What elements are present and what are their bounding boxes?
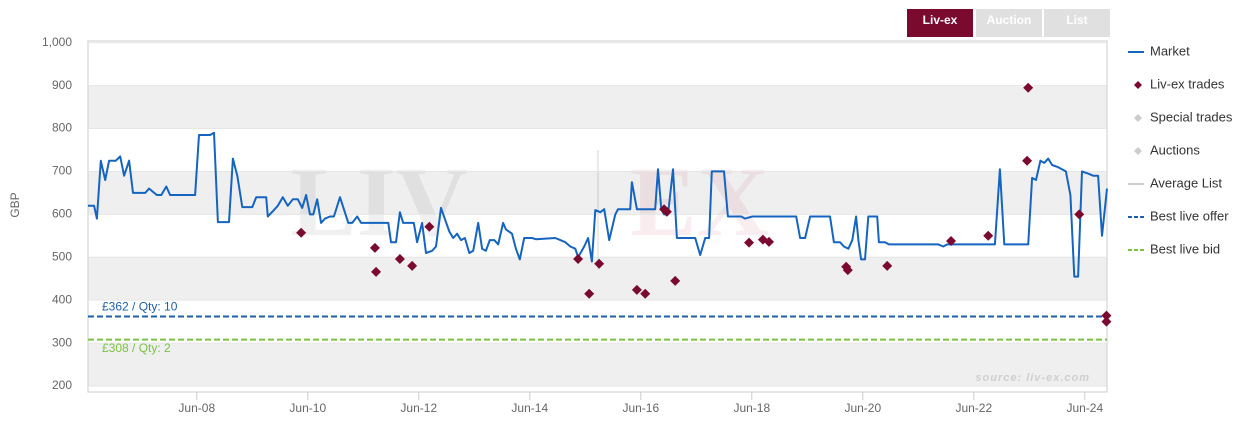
y-axis-label: GBP xyxy=(8,192,22,217)
legend-label: Market xyxy=(1150,43,1190,58)
trade-marker xyxy=(631,284,642,295)
legend-symbol xyxy=(1134,147,1142,155)
trade-marker xyxy=(640,288,651,299)
legend-item[interactable]: Best live offer xyxy=(1128,208,1229,223)
tab-button-label: Liv-ex xyxy=(923,13,958,27)
legend-item[interactable]: Average List xyxy=(1128,175,1222,190)
tab-button-bg xyxy=(1044,9,1110,37)
trade-marker xyxy=(407,260,418,271)
trade-marker xyxy=(1022,155,1033,166)
plot-band xyxy=(88,171,1107,215)
tab-button-label: Auction xyxy=(987,13,1032,27)
y-tick-label: 600 xyxy=(52,207,72,221)
legend-symbol xyxy=(1134,81,1142,89)
trade-marker xyxy=(573,253,584,264)
x-tick-label: Jun-22 xyxy=(955,401,992,415)
legend-label: Liv-ex trades xyxy=(1150,76,1225,91)
x-tick-label: Jun-12 xyxy=(400,401,437,415)
x-tick-label: Jun-24 xyxy=(1066,401,1103,415)
legend-label: Best live bid xyxy=(1150,241,1220,256)
y-tick-label: 800 xyxy=(52,121,72,135)
legend-label: Average List xyxy=(1150,175,1222,190)
plot-band xyxy=(88,85,1107,129)
y-tick-label: 500 xyxy=(52,249,72,263)
watermark: EX xyxy=(630,146,769,257)
trade-marker xyxy=(394,253,405,264)
trade-marker xyxy=(369,242,380,253)
y-tick-label: 300 xyxy=(52,335,72,349)
trade-marker xyxy=(1101,316,1112,327)
x-tick-label: Jun-10 xyxy=(289,401,326,415)
x-tick-label: Jun-14 xyxy=(511,401,548,415)
plot-band xyxy=(88,343,1107,386)
trade-marker xyxy=(1101,310,1112,321)
trade-marker xyxy=(296,227,307,238)
watermark: LIV xyxy=(290,146,468,257)
trade-marker xyxy=(670,275,681,286)
trade-marker xyxy=(584,288,595,299)
source-note: source: liv-ex.com xyxy=(975,372,1090,384)
y-tick-label: 700 xyxy=(52,164,72,178)
x-tick-label: Jun-16 xyxy=(622,401,659,415)
y-tick-label: 900 xyxy=(52,78,72,92)
trade-marker xyxy=(882,260,893,271)
legend-symbol xyxy=(1134,114,1142,122)
market-line xyxy=(88,131,1108,278)
trade-marker xyxy=(594,258,605,269)
trade-marker xyxy=(1023,82,1034,93)
x-tick-label: Jun-08 xyxy=(178,401,215,415)
trade-marker xyxy=(371,266,382,277)
trade-marker xyxy=(744,237,755,248)
y-tick-label: 1,000 xyxy=(42,35,72,49)
legend-item[interactable]: Best live bid xyxy=(1128,241,1220,256)
trade-marker xyxy=(661,206,672,217)
tab-button-bg xyxy=(976,9,1042,37)
tab-button-label: List xyxy=(1066,13,1087,27)
y-tick-label: 200 xyxy=(52,378,72,392)
legend-item[interactable]: Liv-ex trades xyxy=(1134,76,1225,91)
tab-button[interactable]: Liv-ex xyxy=(907,9,973,37)
tab-button[interactable]: List xyxy=(1044,9,1110,37)
legend-item[interactable]: Special trades xyxy=(1134,109,1233,124)
best-offer-label: £362 / Qty: 10 xyxy=(102,300,178,314)
x-tick-label: Jun-20 xyxy=(844,401,881,415)
trade-marker xyxy=(763,236,774,247)
trade-marker xyxy=(1074,209,1085,220)
trade-marker xyxy=(424,221,435,232)
legend-label: Best live offer xyxy=(1150,208,1229,223)
legend-label: Special trades xyxy=(1150,109,1233,124)
trade-marker xyxy=(842,265,853,276)
plot-frame xyxy=(87,40,1108,393)
tab-button[interactable]: Auction xyxy=(976,9,1042,37)
x-tick-label: Jun-18 xyxy=(733,401,770,415)
best-bid-label: £308 / Qty: 2 xyxy=(102,341,171,355)
legend-label: Auctions xyxy=(1150,142,1200,157)
trade-marker xyxy=(983,230,994,241)
legend-item[interactable]: Auctions xyxy=(1134,142,1200,157)
tab-button-bg xyxy=(907,9,973,37)
trade-marker xyxy=(946,235,957,246)
y-tick-label: 400 xyxy=(52,292,72,306)
legend-item[interactable]: Market xyxy=(1128,43,1190,58)
